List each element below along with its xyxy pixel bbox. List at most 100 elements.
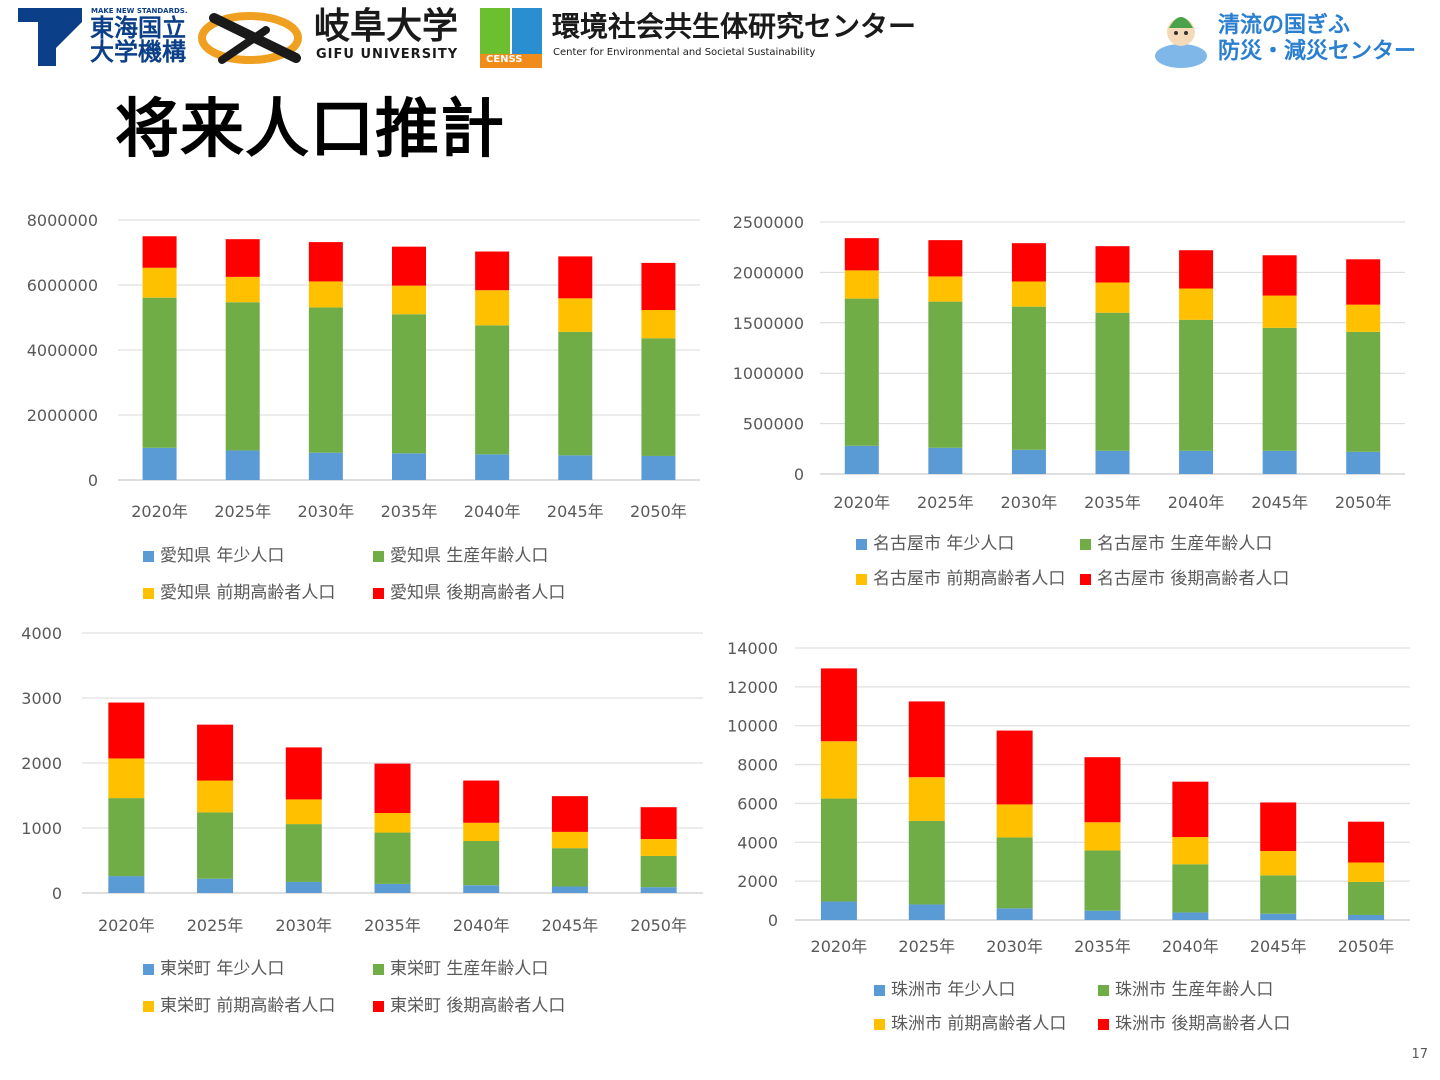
- bar-segment-s1-0: [844, 298, 879, 446]
- bar-segment-s1-0: [820, 798, 857, 902]
- bar-segment-s0-6: [1348, 914, 1385, 920]
- x-tick-label: 2030年: [297, 502, 354, 521]
- legend-swatch: [143, 1001, 154, 1012]
- bar-segment-s1-1: [928, 301, 963, 448]
- legend-label: 愛知県 後期高齢者人口: [390, 583, 566, 603]
- bar-segment-s2-6: [1348, 862, 1385, 882]
- legend-item: 珠洲市 年少人口: [874, 982, 1015, 999]
- x-tick-label: 2025年: [917, 493, 974, 512]
- bar-segment-s3-6: [641, 262, 676, 311]
- bar-segment-s0-2: [285, 881, 322, 893]
- bar-segment-s2-0: [844, 270, 879, 299]
- bar-segment-s3-0: [820, 668, 857, 742]
- chart-legend: 珠洲市 年少人口 珠洲市 生産年齢人口珠洲市 前期高齢者人口 珠洲市 後期高齢者人口: [720, 630, 1440, 1050]
- bar-segment-s0-4: [463, 885, 500, 893]
- bar-segment-s2-3: [392, 285, 426, 315]
- tokai-logo-icon: [18, 8, 82, 66]
- bar-segment-s3-5: [1262, 255, 1297, 296]
- chart-svg-3: 14000 12000 10000 8000 6000 4000 2000 0 2020年 202…: [727, 639, 1410, 956]
- bar-segment-s0-0: [820, 901, 857, 920]
- legend-item: 名古屋市 前期高齢者人口: [856, 571, 1065, 588]
- x-tick-label: 2050年: [1338, 937, 1395, 956]
- bar-segment-s0-0: [108, 876, 145, 893]
- legend-label: 珠洲市 後期高齢者人口: [1115, 1014, 1291, 1034]
- bar-segment-s0-6: [640, 887, 677, 893]
- y-tick-label: 2000000: [27, 406, 98, 425]
- x-tick-label: 2040年: [1162, 937, 1219, 956]
- legend-swatch: [373, 551, 384, 562]
- legend-label: 東栄町 年少人口: [160, 959, 285, 979]
- x-tick-label: 2045年: [1251, 493, 1308, 512]
- bar-segment-s1-5: [1262, 327, 1297, 451]
- bar-segment-s2-3: [1084, 822, 1121, 851]
- legend-label: 愛知県 年少人口: [160, 546, 285, 566]
- y-tick-label: 0: [52, 884, 62, 903]
- bar-segment-s1-3: [374, 832, 411, 884]
- bar-segment-s1-1: [908, 820, 945, 905]
- x-tick-label: 2030年: [275, 916, 332, 935]
- bar-segment-s2-2: [996, 804, 1033, 838]
- bar-segment-s1-2: [285, 824, 322, 882]
- x-tick-label: 2030年: [1001, 493, 1058, 512]
- bar-segment-s2-4: [463, 822, 500, 841]
- bar-segment-s2-1: [928, 276, 963, 302]
- x-tick-label: 2020年: [811, 937, 868, 956]
- bar-segment-s2-0: [142, 267, 177, 298]
- bar-segment-s3-0: [108, 702, 145, 759]
- bar-segment-s0-4: [1179, 450, 1214, 474]
- tokai-name-line2: 大学機構: [90, 38, 186, 66]
- bar-segment-s0-4: [475, 454, 510, 480]
- bar-segment-s1-4: [463, 841, 500, 886]
- legend-label: 名古屋市 前期高齢者人口: [873, 569, 1066, 589]
- mascot-icon: [1155, 17, 1207, 68]
- y-tick-label: 1000000: [733, 364, 804, 383]
- x-tick-label: 2035年: [381, 502, 438, 521]
- chart-nagoya: 2500000 2000000 1500000 1000000 500000 0 2020年…: [720, 200, 1440, 610]
- legend-swatch: [856, 574, 867, 585]
- x-tick-label: 2020年: [98, 916, 155, 935]
- x-tick-label: 2035年: [1084, 493, 1141, 512]
- bar-segment-s0-4: [1172, 912, 1209, 920]
- legend-item: 珠洲市 後期高齢者人口: [1098, 1016, 1290, 1033]
- legend-item: 東栄町 年少人口: [143, 961, 284, 978]
- chart-suzu: 14000 12000 10000 8000 6000 4000 2000 0 2020年 202…: [720, 630, 1440, 1050]
- bar-segment-s1-5: [558, 331, 593, 456]
- x-tick-label: 2050年: [630, 502, 687, 521]
- chart-legend: 東栄町 年少人口 東栄町 生産年齢人口 東栄町 前期高齢者人口 東栄町 後期高齢者人口: [0, 615, 720, 1035]
- legend-label: 名古屋市 後期高齢者人口: [1097, 569, 1290, 589]
- bar-segment-s1-0: [142, 297, 177, 448]
- bar-segment-s3-2: [1011, 243, 1046, 282]
- chart-svg-1: 2500000 2000000 1500000 1000000 500000 0 2020年…: [733, 213, 1405, 512]
- legend-item: 愛知県 年少人口: [143, 548, 284, 565]
- x-tick-label: 2040年: [453, 916, 510, 935]
- bar-segment-s1-4: [1172, 864, 1209, 913]
- bar-segment-s3-6: [640, 807, 677, 840]
- bar-segment-s1-3: [392, 314, 426, 454]
- legend-item: 珠洲市 前期高齢者人口: [874, 1016, 1066, 1033]
- bar-segment-s3-5: [551, 796, 588, 832]
- x-tick-label: 2040年: [1168, 493, 1225, 512]
- x-tick-label: 2050年: [1335, 493, 1392, 512]
- bar-segment-s3-4: [475, 251, 510, 291]
- bar-segment-s2-5: [551, 831, 588, 849]
- y-tick-label: 6000000: [27, 276, 98, 295]
- bar-segment-s0-3: [1095, 450, 1130, 474]
- bar-segment-s1-6: [641, 338, 676, 456]
- bar-segment-s0-1: [928, 447, 963, 474]
- bar-segment-s0-2: [996, 908, 1033, 920]
- bar-segment-s3-1: [225, 239, 260, 277]
- legend-item: 東栄町 前期高齢者人口: [143, 998, 335, 1015]
- bar-segment-s1-2: [308, 307, 343, 453]
- gifu-name-en: GIFU UNIVERSITY: [316, 47, 459, 62]
- bar-segment-s1-1: [197, 812, 234, 879]
- bar-segment-s0-3: [374, 883, 411, 893]
- bar-segment-s3-4: [1179, 250, 1214, 289]
- legend-label: 珠洲市 生産年齢人口: [1115, 980, 1274, 1000]
- legend-item: 名古屋市 生産年齢人口: [1080, 536, 1272, 553]
- center-name-line1: 清流の国ぎふ: [1218, 13, 1351, 38]
- bar-segment-s3-4: [1172, 781, 1209, 838]
- gifu-name-jp: 岐阜大学: [314, 6, 459, 47]
- bar-segment-s2-1: [225, 276, 260, 303]
- legend-swatch: [373, 964, 384, 975]
- legend-label: 東栄町 後期高齢者人口: [390, 996, 566, 1016]
